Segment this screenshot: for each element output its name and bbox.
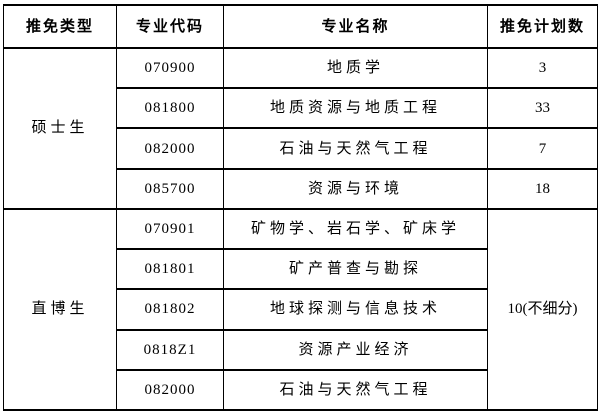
cell-major-code: 081801 (116, 248, 224, 291)
cell-plan-count: 7 (487, 127, 598, 170)
admission-quota-table: 推免类型 专业代码 专业名称 推免计划数 硕士生 070900 地质学 3 08… (3, 4, 598, 412)
cell-major-code: 085700 (116, 167, 224, 210)
cell-major-name: 资源产业经济 (223, 328, 488, 371)
cell-plan-count: 33 (487, 87, 598, 130)
cell-plan-count: 18 (487, 167, 598, 210)
table-row: 082000 石油与天然气工程 7 (4, 127, 598, 170)
cell-major-name: 矿产普查与勘探 (223, 248, 488, 291)
cell-major-name: 矿物学、岩石学、矿床学 (223, 207, 488, 251)
cell-major-code: 0818Z1 (116, 328, 224, 371)
cell-student-type-direct-phd: 直博生 (3, 207, 117, 412)
table-row: 直博生 070901 矿物学、岩石学、矿床学 10(不细分) (3, 207, 598, 412)
cell-major-code: 081802 (116, 288, 224, 331)
cell-major-code: 070901 (116, 207, 224, 251)
cell-plan-count-merged: 10(不细分) (487, 207, 598, 412)
table-row: 081801 矿产普查与勘探 (4, 248, 598, 291)
table-row: 082000 石油与天然气工程 (4, 368, 598, 412)
cell-major-code: 070900 (116, 46, 224, 90)
cell-plan-count: 3 (487, 46, 598, 90)
table-row: 硕士生 070900 地质学 3 (3, 46, 598, 210)
table-row: 0818Z1 资源产业经济 (4, 328, 598, 371)
table-row: 081802 地球探测与信息技术 (4, 288, 598, 331)
cell-major-name: 资源与环境 (223, 167, 488, 210)
col-header-exemption-type: 推免类型 (3, 4, 117, 49)
cell-major-name: 地质资源与地质工程 (223, 87, 488, 130)
cell-major-code: 082000 (116, 368, 224, 412)
col-header-plan-count: 推免计划数 (487, 4, 598, 49)
cell-major-name: 石油与天然气工程 (223, 368, 488, 412)
cell-major-name: 石油与天然气工程 (223, 127, 488, 170)
cell-student-type-master: 硕士生 (3, 47, 117, 210)
table-row: 085700 资源与环境 18 (4, 167, 598, 210)
cell-major-name: 地球探测与信息技术 (223, 288, 488, 331)
cell-major-name: 地质学 (223, 46, 488, 90)
col-header-major-code: 专业代码 (116, 4, 224, 49)
col-header-major-name: 专业名称 (223, 4, 488, 49)
cell-major-code: 082000 (116, 127, 224, 170)
table-row: 081800 地质资源与地质工程 33 (4, 87, 598, 130)
cell-major-code: 081800 (116, 87, 224, 130)
table-header-row: 推免类型 专业代码 专业名称 推免计划数 (3, 4, 598, 49)
